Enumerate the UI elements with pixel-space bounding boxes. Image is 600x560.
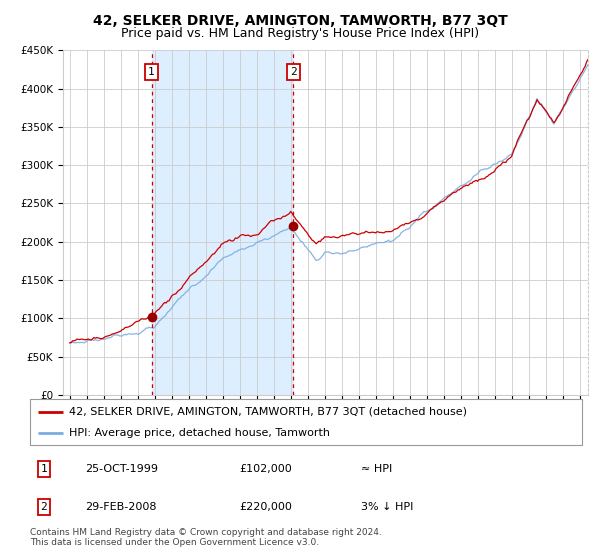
Text: £102,000: £102,000 (240, 464, 293, 474)
Text: Contains HM Land Registry data © Crown copyright and database right 2024.
This d: Contains HM Land Registry data © Crown c… (30, 528, 382, 547)
Text: 25-OCT-1999: 25-OCT-1999 (85, 464, 158, 474)
Text: 2: 2 (40, 502, 47, 512)
Text: Price paid vs. HM Land Registry's House Price Index (HPI): Price paid vs. HM Land Registry's House … (121, 27, 479, 40)
Text: ≈ HPI: ≈ HPI (361, 464, 392, 474)
Text: 2: 2 (290, 67, 297, 77)
Text: 1: 1 (40, 464, 47, 474)
Text: £220,000: £220,000 (240, 502, 293, 512)
Text: 29-FEB-2008: 29-FEB-2008 (85, 502, 157, 512)
Text: HPI: Average price, detached house, Tamworth: HPI: Average price, detached house, Tamw… (68, 428, 329, 438)
Text: 1: 1 (148, 67, 155, 77)
Bar (152, 50, 293, 395)
Text: 3% ↓ HPI: 3% ↓ HPI (361, 502, 413, 512)
Text: 42, SELKER DRIVE, AMINGTON, TAMWORTH, B77 3QT: 42, SELKER DRIVE, AMINGTON, TAMWORTH, B7… (92, 14, 508, 28)
Text: 42, SELKER DRIVE, AMINGTON, TAMWORTH, B77 3QT (detached house): 42, SELKER DRIVE, AMINGTON, TAMWORTH, B7… (68, 407, 467, 417)
FancyBboxPatch shape (30, 399, 582, 445)
